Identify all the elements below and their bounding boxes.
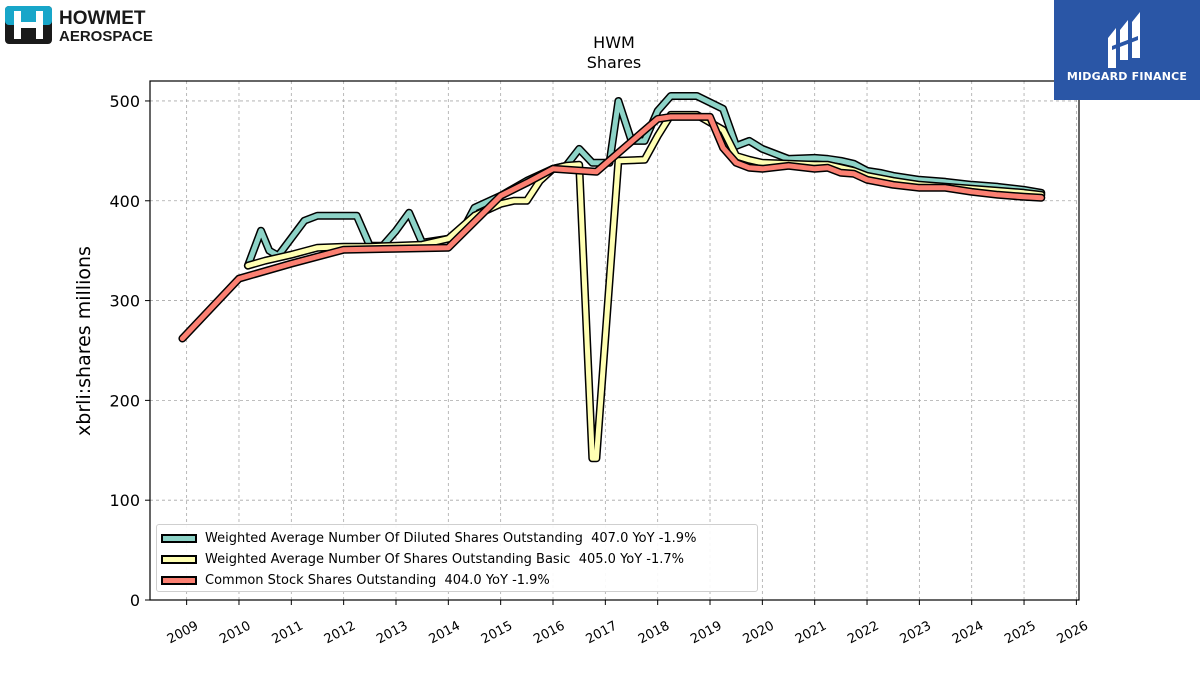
y-tick-label: 400 bbox=[109, 192, 140, 211]
legend-label-common: Common Stock Shares Outstanding 404.0 Yo… bbox=[205, 573, 550, 588]
howmet-logo-line1: HOWMET bbox=[59, 8, 146, 29]
series-outline bbox=[243, 110, 1046, 463]
x-tick-label: 2013 bbox=[374, 619, 410, 648]
series-line bbox=[245, 112, 1044, 461]
howmet-mark-icon: HOWMET AEROSPACE bbox=[5, 6, 153, 45]
x-tick-label: 2010 bbox=[217, 619, 253, 648]
legend-swatch-common bbox=[161, 576, 197, 585]
chart-subtitle: Shares bbox=[587, 53, 642, 72]
x-tick-label: 2012 bbox=[322, 619, 358, 648]
y-tick-label: 500 bbox=[109, 92, 140, 111]
series-layer bbox=[178, 92, 1046, 463]
x-tick-label: 2023 bbox=[898, 619, 934, 648]
howmet-logo: HOWMET AEROSPACE bbox=[5, 6, 175, 46]
x-tick-label: 2011 bbox=[270, 619, 306, 648]
x-tick-label: 2017 bbox=[584, 619, 620, 648]
howmet-logo-line2: AEROSPACE bbox=[59, 28, 153, 45]
x-tick-label: 2022 bbox=[845, 619, 881, 648]
midgard-finance-text: MIDGARD FINANCE bbox=[1066, 70, 1188, 83]
y-tick-label: 300 bbox=[109, 292, 140, 311]
x-tick-label: 2025 bbox=[1002, 619, 1038, 648]
series-line bbox=[179, 114, 1044, 341]
plot-frame bbox=[149, 80, 1080, 601]
legend-swatch-basic bbox=[161, 555, 197, 564]
x-tick-label: 2024 bbox=[950, 619, 986, 648]
x-tick-label: 2021 bbox=[793, 619, 829, 648]
series-1 bbox=[243, 110, 1046, 463]
legend: Weighted Average Number Of Diluted Share… bbox=[156, 524, 758, 592]
y-tick-label: 0 bbox=[130, 591, 140, 610]
x-tick-label: 2016 bbox=[531, 619, 567, 648]
series-0 bbox=[243, 92, 1046, 270]
x-tick-label: 2019 bbox=[688, 619, 724, 648]
legend-item-diluted: Weighted Average Number Of Diluted Share… bbox=[161, 528, 757, 549]
y-axis-label: xbrli:shares millions bbox=[73, 246, 95, 436]
x-tick-label: 2026 bbox=[1055, 619, 1091, 648]
legend-label-basic: Weighted Average Number Of Shares Outsta… bbox=[205, 552, 685, 567]
legend-item-basic: Weighted Average Number Of Shares Outsta… bbox=[161, 549, 757, 570]
chart-title: HWM bbox=[593, 33, 635, 52]
series-line bbox=[245, 93, 1044, 269]
x-tick-label: 2009 bbox=[165, 619, 201, 648]
x-tick-label: 2015 bbox=[479, 619, 515, 648]
legend-swatch-diluted bbox=[161, 534, 197, 543]
legend-label-diluted: Weighted Average Number Of Diluted Share… bbox=[205, 531, 697, 546]
y-tick-label: 200 bbox=[109, 391, 140, 410]
legend-item-common: Common Stock Shares Outstanding 404.0 Yo… bbox=[161, 570, 757, 591]
x-tick-label: 2020 bbox=[741, 619, 777, 648]
series-2 bbox=[178, 112, 1046, 343]
midgard-mark-icon bbox=[1108, 12, 1140, 68]
y-tick-label: 100 bbox=[109, 491, 140, 510]
x-tick-label: 2014 bbox=[427, 619, 463, 648]
x-tick-label: 2018 bbox=[636, 619, 672, 648]
midgard-finance-logo: MIDGARD FINANCE bbox=[1054, 0, 1200, 100]
